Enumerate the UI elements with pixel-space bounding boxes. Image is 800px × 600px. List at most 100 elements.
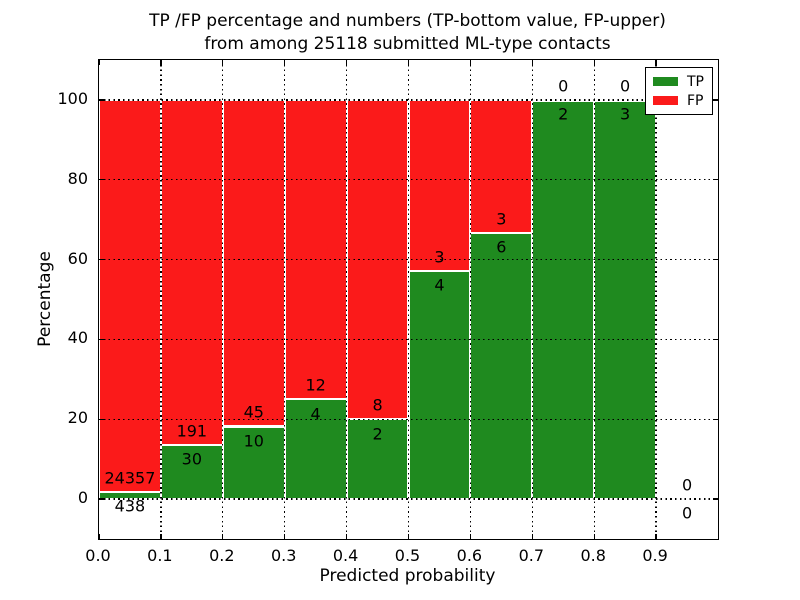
x-tick-top [160,60,162,65]
bar-tp-segment [532,99,595,500]
bar-fp-segment [470,99,533,233]
x-tick-bottom [407,534,410,539]
x-tick-label: 0.2 [209,546,235,565]
x-tick-bottom [284,534,286,539]
fp-count-label: 8 [372,395,383,415]
bar-tp-segment [594,99,657,500]
legend-label-fp: FP [687,92,704,109]
horizontal-gridline [99,498,718,500]
vertical-gridline [593,60,595,539]
x-tick-label: 0.8 [580,546,606,565]
y-tick-label: 80 [67,168,88,188]
legend: TP FP [645,67,713,115]
y-tick-label: 60 [67,248,88,268]
horizontal-gridline [99,418,718,420]
y-tick-label: 20 [67,408,88,428]
fp-count-label: 0 [681,475,693,495]
chart-title-line2: from among 25118 submitted ML-type conta… [204,34,611,54]
horizontal-gridline [99,99,718,101]
vertical-gridline [407,60,410,539]
tp-count-label: 2 [372,424,383,444]
tp-count-label: 6 [496,237,507,257]
legend-swatch-tp [653,77,678,86]
x-tick-top [593,60,595,65]
x-tick-top [98,60,100,65]
fp-count-label: 3 [434,247,445,267]
horizontal-gridline [99,258,718,261]
y-tick-label: 100 [57,88,88,108]
x-tick-top [284,60,286,65]
y-tick-left [99,418,104,420]
tp-count-label: 4 [310,404,321,424]
bar-fp-segment [222,99,285,427]
vertical-gridline [531,60,533,539]
x-tick-bottom [655,534,657,539]
x-tick-top [531,60,533,65]
tp-count-label: 0 [681,503,693,523]
y-tick-left [99,338,104,341]
x-tick-top [407,60,410,65]
fp-count-label: 12 [305,375,326,395]
y-tick-right [713,179,718,181]
legend-label-tp: TP [687,73,704,90]
y-tick-right [713,99,718,101]
bar-fp-segment [284,99,347,400]
bar-tp-segment [470,232,533,500]
x-tick-label: 0.7 [518,546,545,565]
horizontal-gridline [99,179,718,181]
x-tick-label: 0.3 [270,546,297,565]
vertical-gridline [345,60,348,539]
x-tick-label: 0.0 [85,546,111,565]
x-tick-label: 0.9 [642,546,668,565]
bar-fp-segment [99,99,161,493]
x-tick-top [222,60,224,65]
fp-count-label: 45 [243,402,264,422]
chart-title-line1: TP /FP percentage and numbers (TP-bottom… [149,11,666,31]
x-tick-label: 0.5 [394,546,421,565]
y-tick-right [713,258,718,261]
fp-count-label: 0 [558,76,569,96]
bar-tp-segment [408,270,471,500]
vertical-gridline [160,60,162,539]
x-tick-top [655,60,657,65]
fp-count-label: 3 [496,209,507,229]
legend-entry-fp: FP [653,91,706,110]
x-tick-top [345,60,348,65]
x-tick-bottom [222,534,224,539]
y-tick-left [99,179,104,181]
y-tick-left [99,498,104,500]
vertical-gridline [469,60,472,539]
tp-count-label: 438 [114,496,146,516]
vertical-gridline [655,60,657,539]
bar-fp-segment [160,99,223,445]
y-tick-label: 0 [77,488,88,508]
x-tick-bottom [98,534,100,539]
fp-count-label: 0 [620,76,631,96]
x-tick-bottom [345,534,348,539]
horizontal-gridline [99,338,718,341]
vertical-gridline [222,60,224,539]
tp-count-label: 10 [243,431,264,451]
vertical-gridline [284,60,286,539]
y-tick-right [713,418,718,420]
y-tick-right [713,338,718,341]
y-tick-right [713,498,718,500]
tp-count-label: 2 [558,104,569,124]
tp-count-label: 4 [434,275,445,295]
bar-fp-segment [408,99,471,271]
x-tick-bottom [160,534,162,539]
x-tick-bottom [469,534,472,539]
y-tick-left [99,99,104,101]
x-tick-label: 0.1 [147,546,173,565]
fp-count-label: 24357 [104,468,156,488]
x-tick-bottom [593,534,595,539]
x-tick-label: 0.4 [332,546,359,565]
x-axis-label: Predicted probability [319,566,496,586]
x-tick-top [469,60,472,65]
y-tick-left [99,258,104,261]
chart-title: TP /FP percentage and numbers (TP-bottom… [98,10,717,56]
tp-count-label: 3 [620,104,631,124]
y-tick-label: 40 [67,328,88,348]
legend-entry-tp: TP [653,72,706,91]
